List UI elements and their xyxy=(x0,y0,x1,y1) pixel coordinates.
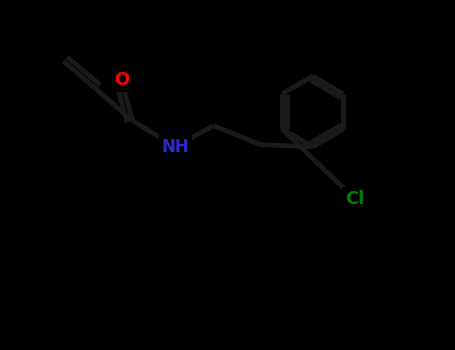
Text: O: O xyxy=(114,71,129,89)
Text: NH: NH xyxy=(162,138,189,155)
Text: Cl: Cl xyxy=(345,190,364,208)
